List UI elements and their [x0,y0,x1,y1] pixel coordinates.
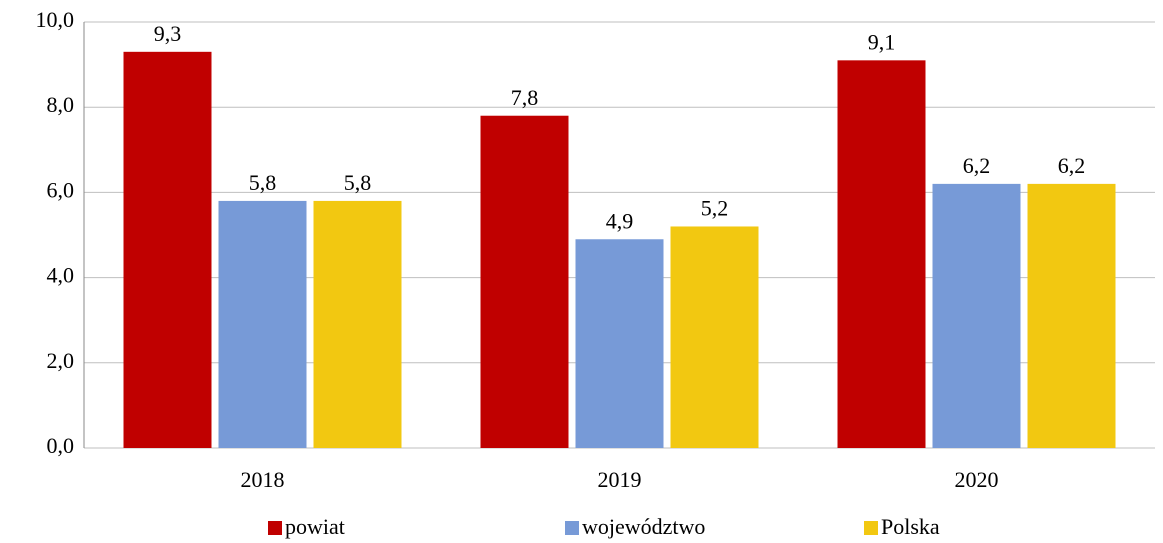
data-label: 7,8 [511,85,539,110]
bar [218,200,307,448]
y-tick-label: 2,0 [47,348,75,373]
bar [837,60,926,449]
legend-swatch [268,521,282,535]
bar [480,115,569,448]
y-tick-label: 10,0 [36,7,75,32]
legend-swatch [565,521,579,535]
legend-label: województwo [582,514,705,539]
data-label: 5,2 [701,196,729,221]
bar [575,239,664,448]
bar [932,183,1021,448]
data-label: 9,1 [868,29,896,54]
y-tick-label: 0,0 [47,433,75,458]
data-label: 5,8 [344,170,372,195]
legend-swatch [864,521,878,535]
x-tick-label: 2020 [955,467,999,492]
data-label: 6,2 [1058,153,1086,178]
bar [1027,183,1116,448]
y-tick-label: 8,0 [47,92,75,117]
legend-label: Polska [881,514,940,539]
y-tick-label: 4,0 [47,263,75,288]
bar [670,226,759,448]
data-label: 5,8 [249,170,277,195]
data-label: 4,9 [606,208,634,233]
x-tick-label: 2018 [241,467,285,492]
x-tick-label: 2019 [598,467,642,492]
bar [313,200,402,448]
legend-label: powiat [285,514,345,539]
bar [123,51,212,448]
y-tick-label: 6,0 [47,177,75,202]
data-label: 9,3 [154,21,182,46]
data-label: 6,2 [963,153,991,178]
